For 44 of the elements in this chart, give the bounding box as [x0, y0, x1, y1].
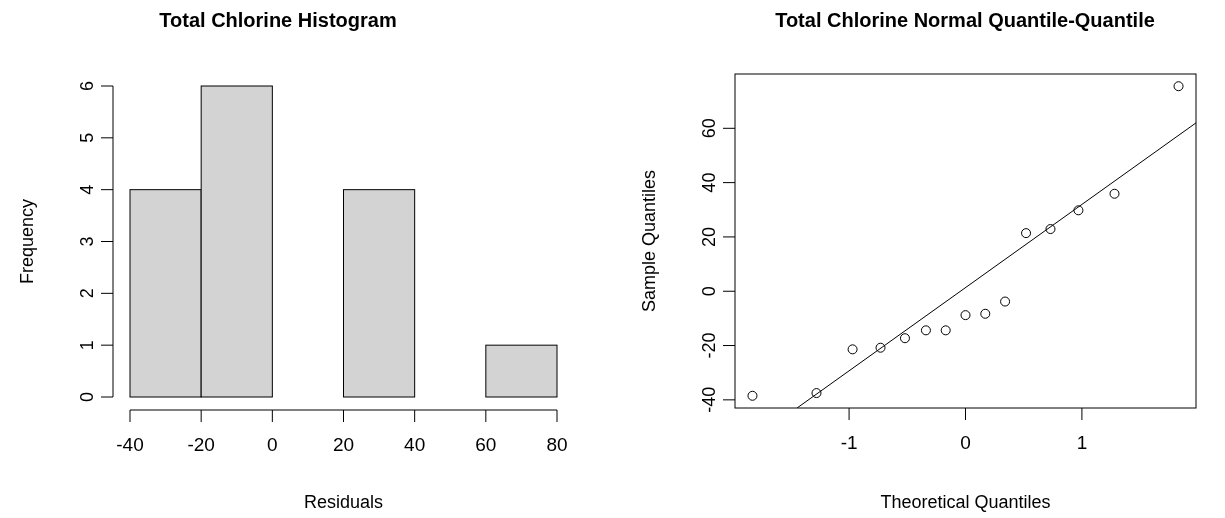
y-tick-label: 2 [77, 288, 97, 299]
x-tick-label: 80 [546, 434, 568, 455]
x-tick-label: 0 [267, 434, 278, 455]
y-tick-label: 3 [77, 236, 97, 247]
point [1173, 81, 1184, 92]
point [1000, 296, 1011, 307]
y-tick-label: 1 [77, 340, 97, 351]
y-tick-label: 4 [77, 184, 97, 195]
point [747, 390, 758, 401]
x-tick-label: -40 [116, 434, 144, 455]
y-tick-label: -20 [699, 332, 719, 359]
y-tick-label: 0 [699, 286, 719, 297]
point [1021, 228, 1032, 239]
point [960, 310, 971, 321]
point [1045, 224, 1056, 235]
point [980, 308, 991, 319]
point [1073, 205, 1084, 216]
point [811, 388, 822, 399]
y-axis-title: Frequency [17, 198, 37, 285]
x-axis-title: Theoretical Quantiles [880, 492, 1051, 512]
point [1109, 188, 1120, 199]
x-tick-label: 0 [960, 432, 971, 453]
chart-title: Total Chlorine Normal Quantile-Quantile [775, 9, 1155, 31]
point [920, 325, 931, 336]
point [847, 344, 858, 355]
x-tick-label: 40 [404, 434, 426, 455]
point [875, 342, 886, 353]
y-tick-label: 5 [77, 132, 97, 143]
point [899, 333, 910, 344]
y-tick-label: 40 [699, 172, 719, 193]
x-tick-label: 1 [1076, 432, 1088, 453]
x-tick-label: -1 [840, 432, 858, 453]
chart-title: Total Chlorine Histogram [159, 9, 397, 31]
y-tick-label: 0 [77, 391, 97, 403]
x-tick-label: 20 [332, 434, 355, 455]
y-tick-label: 60 [699, 118, 719, 139]
y-tick-label: 20 [699, 226, 719, 247]
x-tick-label: 60 [475, 434, 497, 455]
y-axis-title: Sample Quantiles [639, 169, 659, 313]
y-tick-label: -40 [699, 386, 719, 413]
point [940, 325, 951, 336]
x-axis-title: Residuals [303, 492, 384, 512]
x-tick-label: -20 [187, 434, 215, 455]
y-tick-label: 6 [77, 80, 97, 92]
